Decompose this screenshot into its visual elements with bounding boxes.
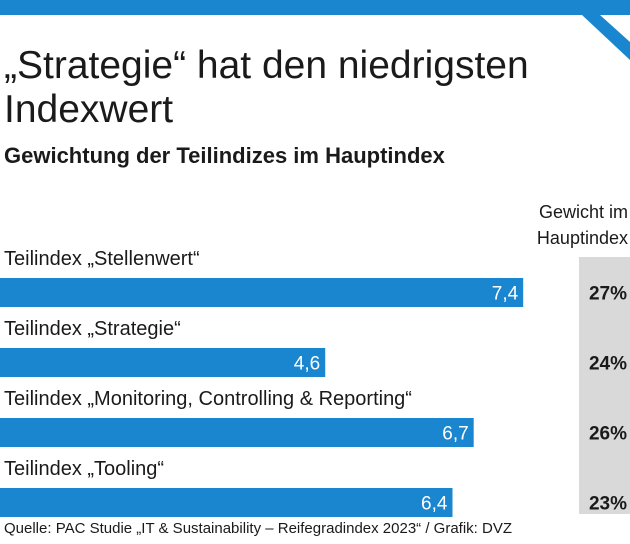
category-label: Teilindex „Monitoring, Controlling & Rep… — [4, 388, 412, 410]
bar-value-label: 4,6 — [294, 354, 320, 375]
category-label: Teilindex „Stellenwert“ — [4, 248, 200, 270]
bar-value-label: 7,4 — [492, 284, 519, 305]
source-note: Quelle: PAC Studie „IT & Sustainability … — [4, 520, 513, 537]
top-accent-bar — [0, 0, 630, 15]
weight-value: 27% — [589, 284, 627, 305]
weight-value: 26% — [589, 424, 627, 445]
bar — [0, 488, 453, 517]
bar-value-label: 6,4 — [421, 494, 448, 515]
bar-value-label: 6,7 — [442, 424, 468, 445]
category-label: Teilindex „Strategie“ — [4, 318, 181, 340]
bar — [0, 348, 326, 377]
chart-title: „Strategie“ hat den niedrigsten Indexwer… — [4, 44, 529, 131]
weight-value: 23% — [589, 494, 627, 515]
weight-value: 24% — [589, 354, 627, 375]
corner-triangle-mark — [582, 15, 630, 60]
bar — [0, 418, 474, 447]
chart-subtitle: Gewichtung der Teilindizes im Hauptindex — [4, 143, 445, 168]
category-label: Teilindex „Tooling“ — [4, 458, 164, 480]
weight-column-background — [579, 257, 630, 514]
bar — [0, 278, 524, 307]
weight-column-header: Gewicht im Hauptindex — [536, 202, 628, 248]
